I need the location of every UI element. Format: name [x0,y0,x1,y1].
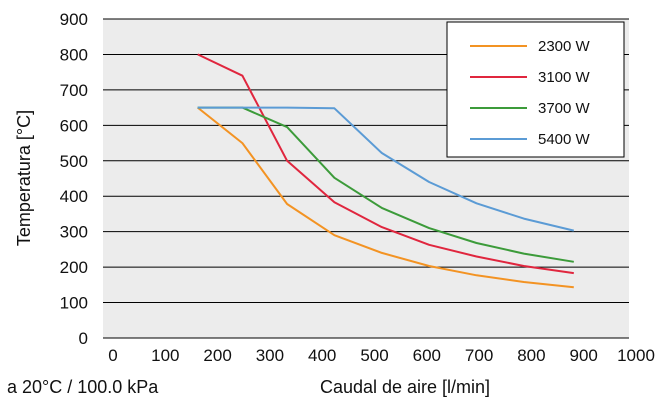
y-tick-label: 200 [60,258,88,277]
series-line-5400-w [197,106,575,232]
series-line-3100-w [197,53,574,275]
series-lines [197,53,575,289]
x-tick-labels: 0 100 200 300 400 500 600 700 800 900 1000 [108,346,655,365]
conditions-note: a 20°C / 100.0 kPa [7,377,159,397]
y-tick-label: 100 [60,294,88,313]
x-tick-label: 200 [203,346,231,365]
x-tick-label: 1000 [617,346,655,365]
x-tick-label: 700 [465,346,493,365]
y-tick-label: 900 [60,10,88,29]
x-tick-label: 400 [308,346,336,365]
series-line-3700-w [197,106,574,263]
y-axis-label: Temperatura [°C] [14,110,34,246]
y-tick-labels: 0 100 200 300 400 500 600 700 800 900 [60,10,88,348]
x-tick-label: 600 [413,346,441,365]
y-tick-label: 300 [60,223,88,242]
series-line-2300-w [197,106,574,289]
x-tick-label: 0 [108,346,117,365]
legend-label: 3700 W [538,100,591,117]
x-tick-label: 300 [256,346,284,365]
x-tick-label: 500 [360,346,388,365]
legend-label: 2300 W [538,38,591,55]
y-tick-label: 400 [60,187,88,206]
legend: 2300 W 3100 W 3700 W 5400 W [446,21,625,158]
x-tick-label: 900 [570,346,598,365]
x-tick-label: 800 [517,346,545,365]
y-tick-label: 700 [60,81,88,100]
legend-label: 5400 W [538,131,591,148]
y-tick-label: 500 [60,152,88,171]
x-axis-label: Caudal de aire [l/min] [320,377,490,397]
y-tick-label: 800 [60,45,88,64]
legend-label: 3100 W [538,69,591,86]
y-tick-label: 0 [79,329,88,348]
y-tick-label: 600 [60,116,88,135]
x-tick-label: 100 [151,346,179,365]
legend-box [446,21,625,158]
